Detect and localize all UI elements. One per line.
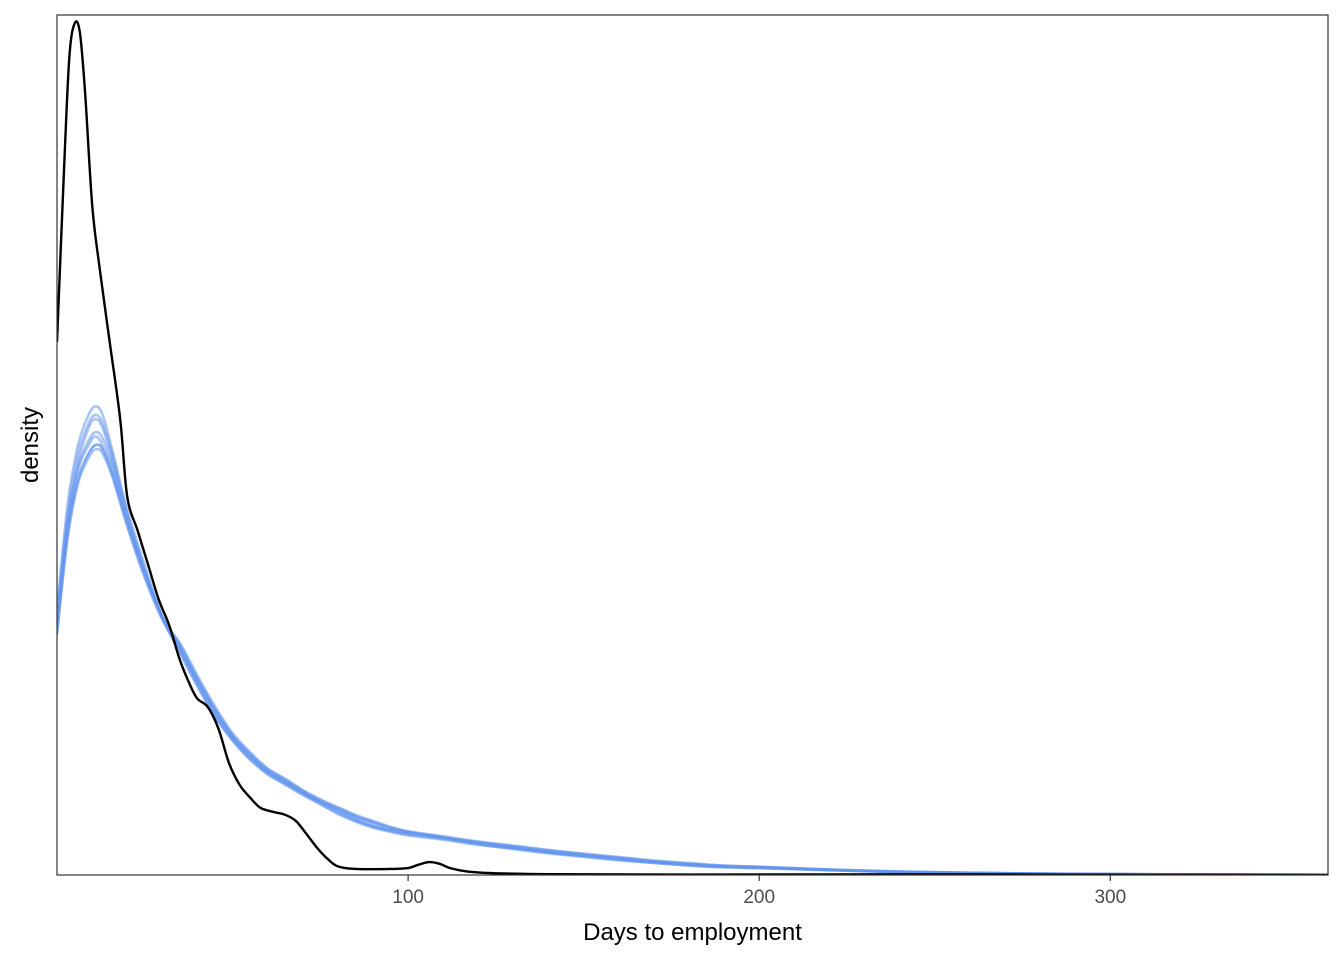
x-tick-label-100: 100 [392,887,424,908]
series-layer [57,20,1328,875]
y-axis-title: density [17,407,44,483]
x-axis-title: Days to employment [583,919,802,946]
x-axis-ticks: 100 200 300 [392,875,1126,908]
plot-border [56,14,1329,876]
plot-background [57,15,1328,875]
replicate-density-line-8 [57,443,1328,875]
x-tick-label-200: 200 [743,887,775,908]
observed-density-line [57,20,1328,875]
x-tick-label-300: 300 [1094,887,1126,908]
